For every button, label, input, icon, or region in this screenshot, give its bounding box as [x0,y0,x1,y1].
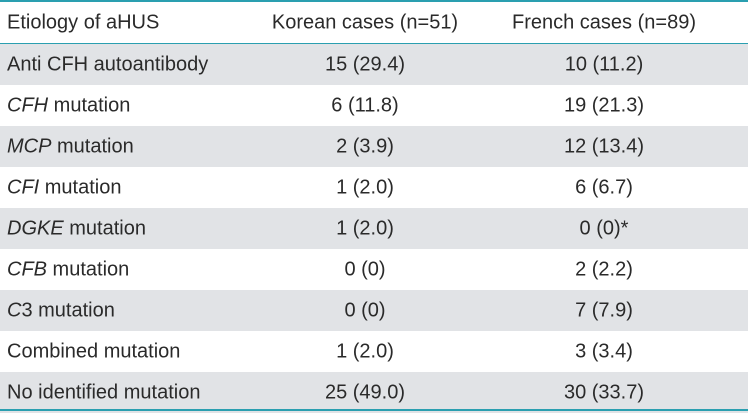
header-row: Etiology of aHUS Korean cases (n=51) Fre… [0,2,748,43]
french-value: 2 (2.2) [575,258,633,280]
row-label: MCP mutation [7,135,134,157]
korean-value: 1 (2.0) [336,217,394,239]
french-value: 10 (11.2) [564,53,644,75]
table-row: No identified mutation 25 (49.0) 30 (33.… [0,372,748,413]
korean-value: 1 (2.0) [336,340,394,362]
header-french: French cases (n=89) [512,11,696,33]
table-row: Combined mutation 1 (2.0) 3 (3.4) [0,331,748,372]
row-label: C3 mutation [7,299,115,321]
table-row: CFB mutation 0 (0) 2 (2.2) [0,249,748,290]
korean-value: 6 (11.8) [331,94,399,116]
row-label: DGKE mutation [7,217,146,239]
french-value: 0 (0)* [579,217,629,239]
header-etiology: Etiology of aHUS [7,11,160,33]
row-label: CFH mutation [7,94,131,116]
french-value: 7 (7.9) [575,299,633,321]
french-value: 19 (21.3) [563,94,645,116]
header-korean: Korean cases (n=51) [271,11,459,33]
korean-value: 2 (3.9) [336,135,394,157]
row-label: No identified mutation [7,381,201,403]
row-label: Combined mutation [7,340,181,362]
table-row: Anti CFH autoantibody 15 (29.4) 10 (11.2… [0,44,748,85]
row-label: CFB mutation [7,258,130,280]
korean-value: 15 (29.4) [324,53,406,75]
table-row: MCP mutation 2 (3.9) 12 (13.4) [0,126,748,167]
korean-value: 25 (49.0) [324,381,406,403]
korean-value: 1 (2.0) [336,176,394,198]
french-value: 12 (13.4) [563,135,645,157]
french-value: 3 (3.4) [575,340,633,362]
row-label: Anti CFH autoantibody [7,53,209,75]
top-rule [0,0,748,2]
row-label: CFI mutation [7,176,122,198]
korean-value: 0 (0) [344,258,386,280]
table-row: CFI mutation 1 (2.0) 6 (6.7) [0,167,748,208]
table-row: C3 mutation 0 (0) 7 (7.9) [0,290,748,331]
korean-value: 0 (0) [344,299,386,321]
french-value: 6 (6.7) [575,176,633,198]
header-rule [0,43,748,44]
bottom-rule [0,409,748,411]
table-row: DGKE mutation 1 (2.0) 0 (0)* [0,208,748,249]
french-value: 30 (33.7) [563,381,645,403]
table-row: CFH mutation 6 (11.8) 19 (21.3) [0,85,748,126]
